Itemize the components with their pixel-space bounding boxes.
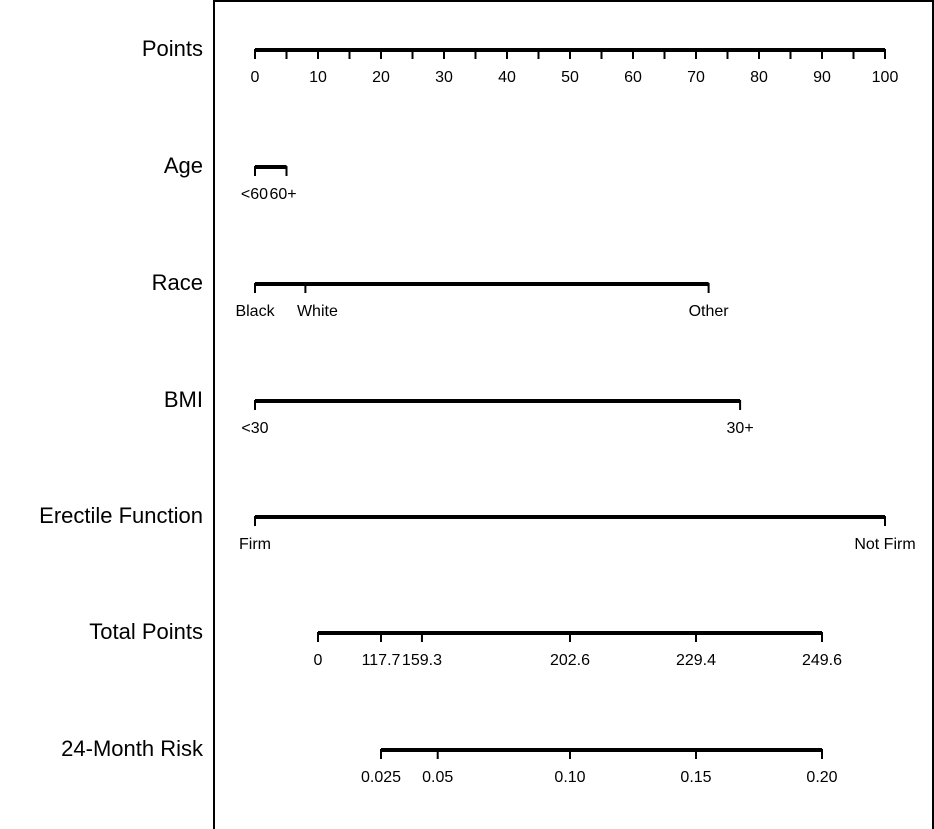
tick-label-points-8: 40 <box>498 69 516 86</box>
tick-label-24-month-risk-2: 0.10 <box>554 769 585 786</box>
tick-label-bmi-1: 30+ <box>727 420 754 437</box>
tick-label-points-6: 30 <box>435 69 453 86</box>
tick-label-24-month-risk-3: 0.15 <box>680 769 711 786</box>
tick-label-points-0: 0 <box>251 69 260 86</box>
tick-label-total-points-0: 0 <box>314 652 323 669</box>
row-race: Race Black White Other <box>152 270 730 320</box>
tick-label-total-points-2: 159.3 <box>402 652 442 669</box>
row-total-points: Total Points 0 117.7 159.3 202.6 229.4 249.6 <box>89 619 842 669</box>
tick-label-total-points-3: 202.6 <box>550 652 590 669</box>
tick-label-points-16: 80 <box>750 69 768 86</box>
tick-label-total-points-5: 249.6 <box>802 652 842 669</box>
row-label-bmi: BMI <box>164 387 203 412</box>
tick-label-race-0: Black <box>235 303 275 320</box>
row-label-total-points: Total Points <box>89 619 203 644</box>
row-points: Points 0 10 20 30 40 50 60 70 80 90 100 <box>142 36 899 86</box>
tick-label-points-4: 20 <box>372 69 390 86</box>
tick-label-24-month-risk-1: 0.05 <box>422 769 453 786</box>
row-bmi: BMI <30 30+ <box>164 387 754 437</box>
row-erectile-function: Erectile Function Firm Not Firm <box>39 503 916 553</box>
tick-label-points-12: 60 <box>624 69 642 86</box>
tick-label-total-points-4: 229.4 <box>676 652 716 669</box>
nomogram-rows: Points 0 10 20 30 40 50 60 70 80 90 100 Age <60 60+ Rac… <box>39 36 916 786</box>
tick-label-erectile-function-0: Firm <box>239 536 271 553</box>
row-age: Age <60 60+ <box>164 153 297 203</box>
tick-label-points-10: 50 <box>561 69 579 86</box>
row-label-race: Race <box>152 270 203 295</box>
tick-label-points-18: 90 <box>813 69 831 86</box>
tick-label-24-month-risk-0: 0.025 <box>361 769 401 786</box>
row-label-points: Points <box>142 36 203 61</box>
tick-label-points-20: 100 <box>872 69 899 86</box>
tick-label-points-14: 70 <box>687 69 705 86</box>
tick-label-race-2: Other <box>689 303 730 320</box>
row-24-month-risk: 24-Month Risk 0.025 0.05 0.10 0.15 0.20 <box>61 736 838 786</box>
tick-label-age-1: 60+ <box>270 186 297 203</box>
row-label-erectile-function: Erectile Function <box>39 503 203 528</box>
tick-label-total-points-1: 117.7 <box>362 652 401 669</box>
tick-label-race-1: White <box>297 303 338 320</box>
tick-label-points-2: 10 <box>309 69 327 86</box>
tick-label-24-month-risk-4: 0.20 <box>806 769 837 786</box>
tick-label-erectile-function-1: Not Firm <box>854 536 915 553</box>
tick-label-age-0: <60 <box>241 186 268 203</box>
row-label-age: Age <box>164 153 203 178</box>
tick-label-bmi-0: <30 <box>241 420 268 437</box>
row-label-24-month-risk: 24-Month Risk <box>61 736 204 761</box>
